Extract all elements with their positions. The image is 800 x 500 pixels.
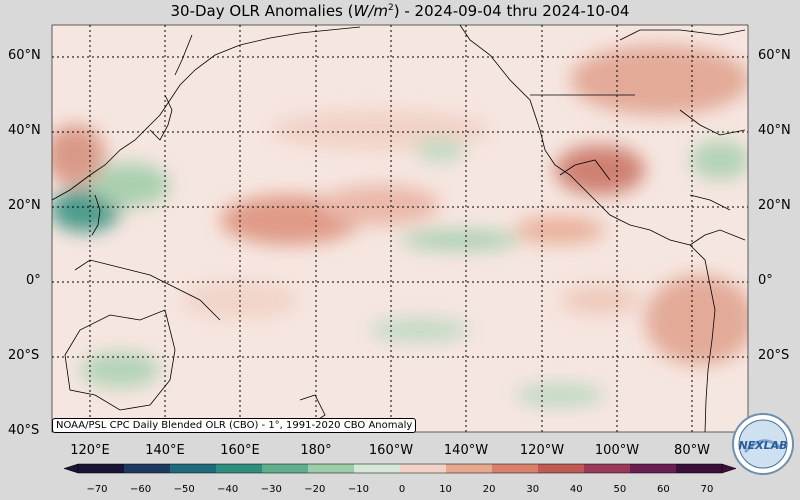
- lon-label: 160°E: [220, 443, 260, 458]
- colorbar-segment: [216, 464, 263, 473]
- lon-label: 140°W: [443, 443, 489, 458]
- colorbar-tick-label: −40: [217, 484, 239, 495]
- anomaly-field: [52, 25, 748, 432]
- colorbar-tick-label: 0: [398, 484, 406, 495]
- colorbar-segment: [400, 464, 447, 473]
- lon-label: 100°W: [594, 443, 640, 458]
- colorbar-min-arrow: [63, 463, 79, 474]
- colorbar-segment: [492, 464, 539, 473]
- lat-label-right: 20°N: [758, 198, 791, 213]
- lat-label-right: 40°N: [758, 123, 791, 138]
- colorbar-tick-label: −50: [173, 484, 195, 495]
- colorbar-tick-label: 20: [482, 484, 496, 495]
- colorbar-tick-label: 40: [569, 484, 583, 495]
- colorbar-tick-label: 70: [700, 484, 714, 495]
- colorbar-outline: [77, 463, 723, 474]
- lat-label-right: 20°S: [758, 348, 790, 363]
- colorbar-segment: [676, 464, 723, 473]
- lon-label: 120°W: [519, 443, 565, 458]
- colorbar-segment: [262, 464, 309, 473]
- colorbar-segment: [124, 464, 171, 473]
- data-source-label: NOAA/PSL CPC Daily Blended OLR (CBO) - 1…: [52, 418, 417, 433]
- lon-label: 180°: [300, 443, 332, 458]
- colorbar-tick-label: −20: [304, 484, 326, 495]
- lon-label: 140°E: [145, 443, 185, 458]
- lat-label-left: 60°N: [8, 48, 41, 63]
- lat-label-left: 20°N: [8, 198, 41, 213]
- lon-label: 80°W: [674, 443, 710, 458]
- lon-label: 160°W: [368, 443, 414, 458]
- colorbar-tick-label: −10: [347, 484, 369, 495]
- graticule: [52, 25, 748, 432]
- colorbar-segment: [170, 464, 217, 473]
- colorbar-tick-label: 10: [439, 484, 452, 495]
- colorbar-segment: [446, 464, 493, 473]
- colorbar-tick-label: 60: [657, 484, 670, 495]
- colorbar-tick-label: −60: [130, 484, 152, 495]
- logo-text: NEXLAB: [738, 439, 787, 452]
- colorbar-tick-label: −70: [86, 484, 108, 495]
- colorbar-tick-label: 50: [613, 484, 627, 495]
- colorbar-segment: [538, 464, 585, 473]
- colorbar-tick-label: 30: [526, 484, 540, 495]
- colorbar-segment: [630, 464, 677, 473]
- colorbar: [63, 463, 737, 474]
- lat-label-left: 0°: [26, 273, 41, 288]
- colorbar-segment: [354, 464, 401, 473]
- nexlab-logo: NEXLAB: [732, 413, 794, 475]
- map-title: 30-Day OLR Anomalies (W/m2) - 2024-09-04…: [170, 2, 630, 20]
- lat-label-right: 0°: [758, 273, 773, 288]
- lat-label-left: 40°S: [8, 423, 40, 438]
- colorbar-segment: [308, 464, 355, 473]
- lat-label-right: 60°N: [758, 48, 791, 63]
- colorbar-segment: [584, 464, 631, 473]
- colorbar-segment: [78, 464, 125, 473]
- lat-label-left: 20°S: [8, 348, 40, 363]
- lon-label: 120°E: [70, 443, 110, 458]
- colorbar-tick-label: −30: [260, 484, 282, 495]
- lat-label-left: 40°N: [8, 123, 41, 138]
